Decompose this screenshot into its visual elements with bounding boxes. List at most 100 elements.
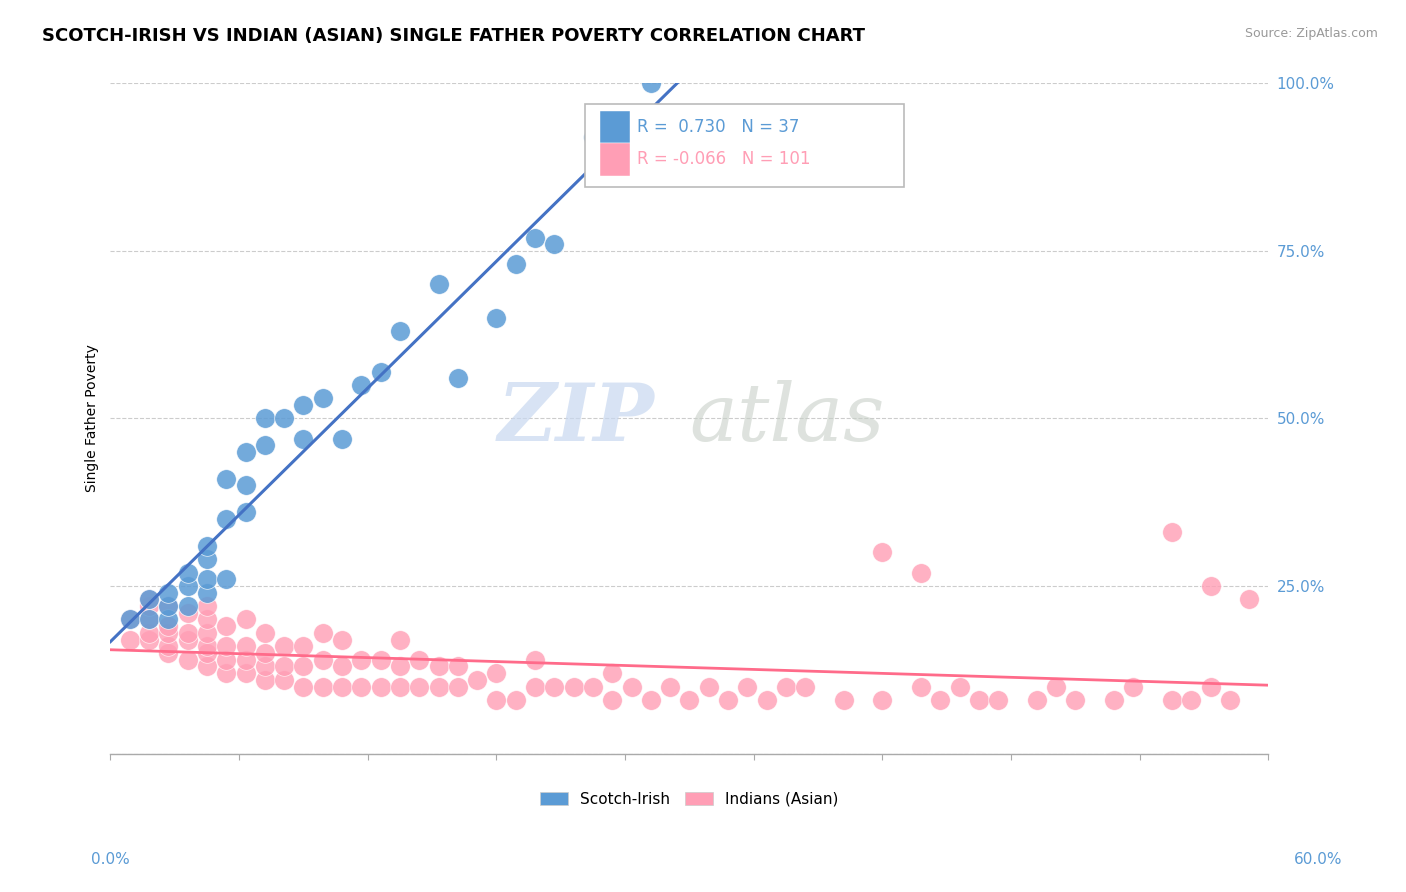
Point — [312, 680, 335, 694]
Point — [427, 680, 450, 694]
Point — [157, 646, 180, 660]
Point — [157, 640, 180, 654]
Point — [235, 666, 257, 681]
Point — [273, 411, 295, 425]
Legend: Scotch-Irish, Indians (Asian): Scotch-Irish, Indians (Asian) — [534, 786, 845, 813]
Point — [157, 626, 180, 640]
Point — [388, 632, 411, 647]
Point — [562, 680, 585, 694]
Y-axis label: Single Father Poverty: Single Father Poverty — [86, 344, 100, 492]
Point — [1219, 693, 1241, 707]
Point — [138, 626, 160, 640]
Point — [465, 673, 488, 687]
Text: Source: ZipAtlas.com: Source: ZipAtlas.com — [1244, 27, 1378, 40]
Point — [524, 680, 547, 694]
Point — [215, 653, 238, 667]
Point — [659, 680, 682, 694]
Point — [755, 693, 778, 707]
Point — [292, 432, 315, 446]
Point — [1180, 693, 1202, 707]
Point — [215, 512, 238, 526]
Point — [312, 653, 335, 667]
Point — [485, 693, 508, 707]
Text: R =  0.730   N = 37: R = 0.730 N = 37 — [637, 118, 800, 136]
Point — [524, 653, 547, 667]
Point — [775, 680, 797, 694]
Point — [157, 613, 180, 627]
Point — [195, 599, 218, 613]
Point — [1161, 525, 1184, 540]
Point — [138, 613, 160, 627]
Point — [447, 680, 470, 694]
Point — [1102, 693, 1125, 707]
Point — [408, 653, 430, 667]
Point — [176, 579, 198, 593]
Point — [485, 310, 508, 325]
Point — [235, 505, 257, 519]
Point — [273, 659, 295, 673]
Point — [582, 680, 605, 694]
Point — [505, 693, 527, 707]
Text: 0.0%: 0.0% — [91, 852, 131, 867]
Point — [235, 613, 257, 627]
Point — [312, 626, 335, 640]
Point — [253, 673, 276, 687]
Point — [600, 666, 623, 681]
Point — [195, 646, 218, 660]
Point — [235, 445, 257, 459]
Point — [1064, 693, 1087, 707]
Point — [138, 632, 160, 647]
Text: R = -0.066   N = 101: R = -0.066 N = 101 — [637, 150, 811, 169]
Point — [1199, 680, 1222, 694]
Point — [600, 693, 623, 707]
Point — [640, 693, 662, 707]
Point — [524, 230, 547, 244]
Point — [138, 599, 160, 613]
Text: SCOTCH-IRISH VS INDIAN (ASIAN) SINGLE FATHER POVERTY CORRELATION CHART: SCOTCH-IRISH VS INDIAN (ASIAN) SINGLE FA… — [42, 27, 865, 45]
Point — [388, 659, 411, 673]
FancyBboxPatch shape — [600, 111, 630, 144]
Point — [215, 572, 238, 586]
Point — [195, 539, 218, 553]
Point — [195, 640, 218, 654]
Point — [215, 640, 238, 654]
Point — [427, 659, 450, 673]
Point — [118, 632, 141, 647]
Point — [1045, 680, 1067, 694]
Point — [1025, 693, 1047, 707]
Point — [678, 693, 700, 707]
Point — [138, 592, 160, 607]
Point — [157, 599, 180, 613]
Point — [350, 378, 373, 392]
Point — [253, 646, 276, 660]
Point — [1161, 693, 1184, 707]
Point — [697, 680, 720, 694]
Point — [350, 653, 373, 667]
Point — [447, 659, 470, 673]
Point — [505, 257, 527, 271]
Point — [350, 680, 373, 694]
Point — [253, 626, 276, 640]
Point — [176, 566, 198, 580]
Point — [987, 693, 1010, 707]
Point — [370, 653, 392, 667]
Point — [253, 411, 276, 425]
Point — [235, 653, 257, 667]
Point — [215, 619, 238, 633]
Point — [292, 640, 315, 654]
Point — [717, 693, 740, 707]
Point — [485, 666, 508, 681]
Text: ZIP: ZIP — [498, 380, 655, 458]
Point — [157, 585, 180, 599]
Point — [253, 438, 276, 452]
Point — [253, 659, 276, 673]
Point — [176, 653, 198, 667]
Point — [176, 626, 198, 640]
Point — [872, 693, 894, 707]
Point — [273, 673, 295, 687]
Point — [292, 659, 315, 673]
Point — [1122, 680, 1144, 694]
Point — [447, 371, 470, 385]
Point — [292, 398, 315, 412]
Point — [370, 680, 392, 694]
